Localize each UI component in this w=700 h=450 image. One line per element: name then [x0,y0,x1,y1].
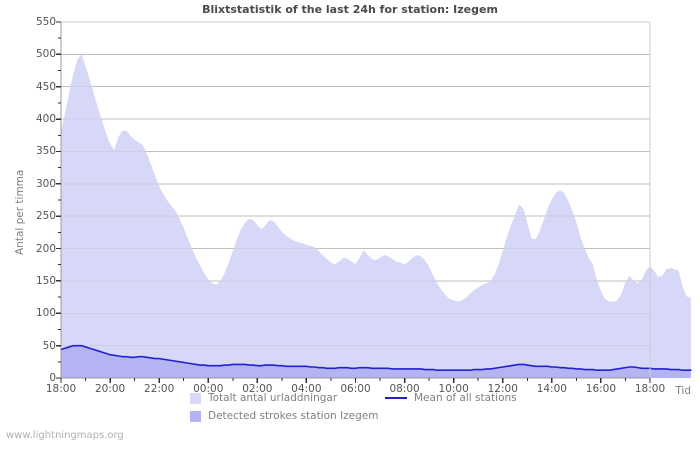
x-tick-3: 00:00 [193,383,224,395]
x-tick-7: 08:00 [389,383,420,395]
x-tick-9: 12:00 [487,383,518,395]
legend-item-total: Totalt antal urladdningar [190,392,337,404]
y-tick-500: 500 [35,48,56,61]
y-tick-450: 450 [35,80,56,93]
x-tick-1: 20:00 [94,383,126,395]
y-tick-150: 150 [35,274,56,287]
x-tick-2: 22:00 [144,383,175,395]
source-url: www.lightningmaps.org [6,430,124,441]
x-tick-4: 02:00 [242,383,273,395]
y-tick-550: 550 [35,16,56,28]
y-tick-250: 250 [35,210,56,223]
legend-item-mean: Mean of all stations [385,392,517,404]
x-tick-12: 18:00 [634,383,666,395]
x-axis-label: Tid [675,385,691,397]
y-tick-100: 100 [35,307,56,320]
y-tick-50: 50 [42,339,56,352]
x-tick-5: 04:00 [291,383,322,395]
y-tick-400: 400 [35,113,56,126]
legend-item-station: Detected strokes station Izegem [190,410,378,422]
y-tick-200: 200 [35,242,56,255]
legend-label-total: Totalt antal urladdningar [208,392,338,404]
y-tick-350: 350 [35,145,56,158]
x-tick-10: 14:00 [536,383,567,395]
y-tick-0: 0 [49,372,56,384]
x-tick-0: 18:00 [45,383,77,395]
legend-line-mean [385,397,407,399]
legend-label-station: Detected strokes station Izegem [208,410,379,422]
chart-title: Blixtstatistik of the last 24h for stati… [202,3,498,16]
legend-swatch-station [190,410,201,422]
x-tick-6: 06:00 [340,383,371,395]
y-tick-300: 300 [35,177,56,190]
x-tick-8: 10:00 [438,383,469,395]
legend-swatch-total [190,392,201,404]
legend-label-mean: Mean of all stations [414,392,517,404]
y-axis-tick-labels: 0 50 100 150 200 250 300 350 400 450 500 550 [0,0,56,450]
x-tick-11: 16:00 [585,383,617,395]
